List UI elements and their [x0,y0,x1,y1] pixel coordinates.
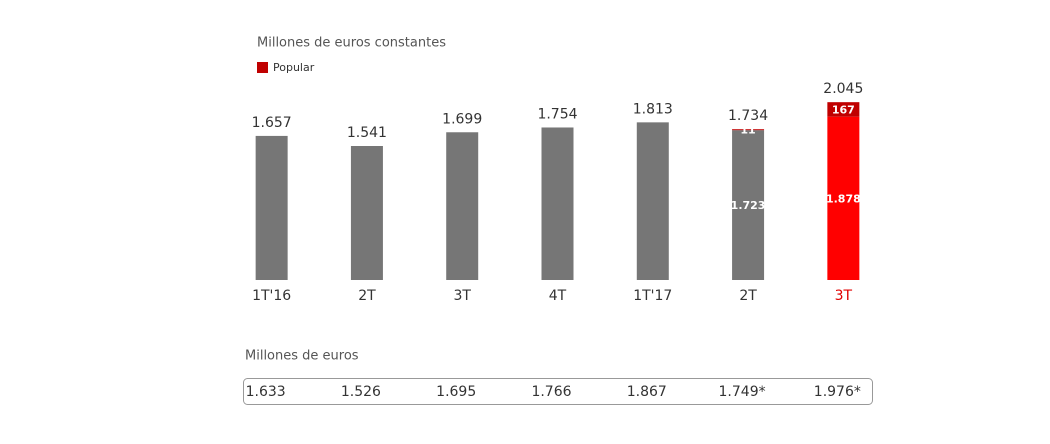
total-label: 1.657 [252,115,292,131]
bar-segment [827,116,860,281]
bar-segment [541,127,574,280]
x-tick-label: 3T [453,288,471,304]
bar-segment [446,132,479,280]
bar-segment [636,122,669,280]
segment-label: 1.878 [826,192,861,205]
total-label: 1.699 [442,111,482,127]
table-cell: 1.633 [246,384,286,400]
table-cell: 1.526 [341,384,381,400]
x-tick-label: 2T [739,288,757,304]
table-cell: 1.867 [627,384,667,400]
total-label: 1.754 [537,106,577,122]
x-tick-label: 1T'17 [633,288,672,304]
x-tick-label: 1T'16 [252,288,291,304]
bar-segment [732,130,765,280]
table-cell: 1.766 [531,384,571,400]
bar-segment [827,102,860,117]
bar-segment [350,146,383,280]
segment-label: 11 [740,124,755,137]
table-cell: 1.749* [719,384,766,400]
x-tick-label: 2T [358,288,376,304]
segment-label: 1.723 [731,199,766,212]
table-box [243,378,873,405]
segment-label: 167 [832,103,855,116]
total-label: 1.813 [633,101,673,117]
legend-label: Popular [273,61,315,74]
bar-segment [732,129,765,131]
bar-segment [255,135,288,280]
total-label: 2.045 [823,81,863,97]
total-label: 1.541 [347,125,387,141]
table-cell: 1.976* [814,384,861,400]
total-label: 1.734 [728,108,768,124]
table-title: Millones de euros [245,349,359,364]
legend-swatch [257,62,268,73]
table-cell: 1.695 [436,384,476,400]
chart-subtitle: Millones de euros constantes [257,36,446,51]
x-tick-label: 3T [835,288,853,304]
x-tick-label: 4T [549,288,567,304]
